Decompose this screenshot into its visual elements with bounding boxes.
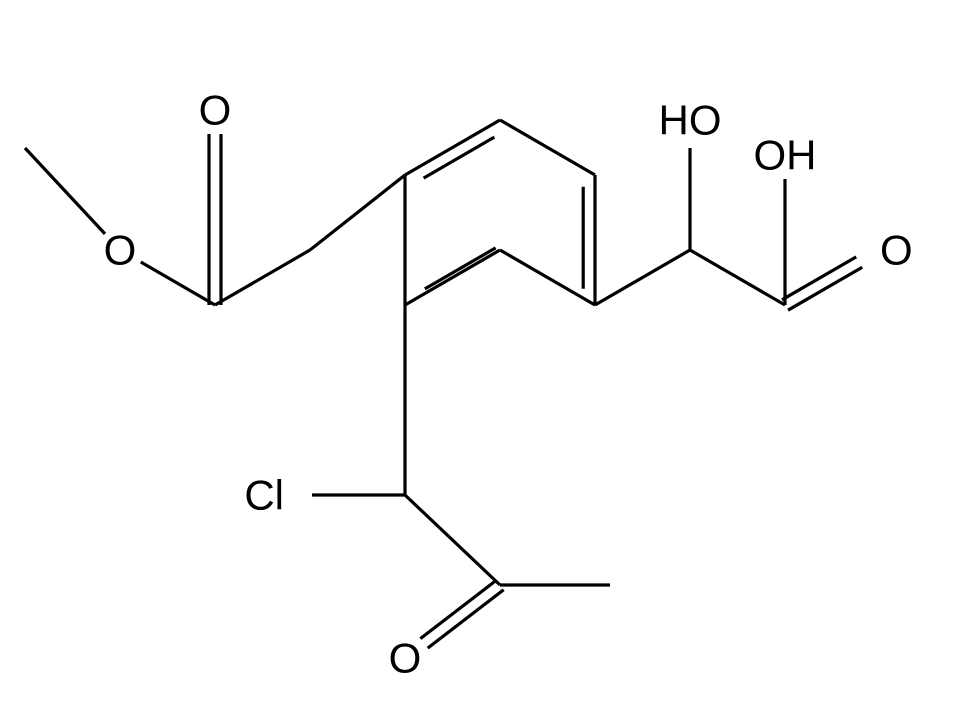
atom-label-o21: O — [389, 635, 422, 682]
atom-label-o11: OH — [754, 132, 817, 179]
atom-label-o10: O — [880, 227, 913, 274]
atom-label-o9: HO — [659, 97, 722, 144]
atom-label-o14: O — [199, 87, 232, 134]
chemical-structure: HO O OH O O Cl O — [0, 0, 972, 702]
atom-label-o15: O — [104, 227, 137, 274]
atom-label-cl18: Cl — [244, 472, 284, 519]
